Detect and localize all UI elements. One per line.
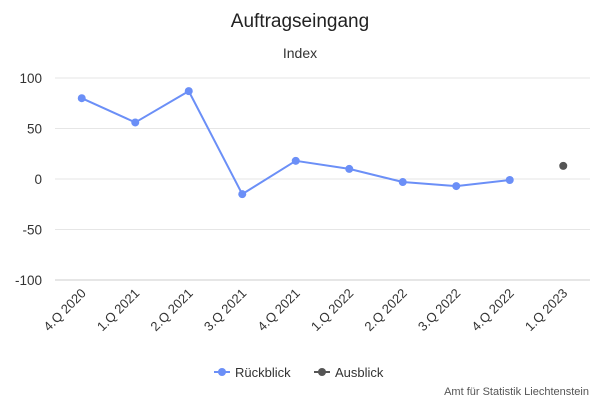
legend: Rückblick Ausblick xyxy=(214,365,384,380)
legend-label: Rückblick xyxy=(235,365,291,380)
legend-marker xyxy=(218,368,226,376)
data-point[interactable] xyxy=(184,87,193,96)
x-tick-label: 1.Q 2022 xyxy=(308,286,356,334)
x-tick-label: 2.Q 2021 xyxy=(147,286,195,334)
y-tick-label: 0 xyxy=(34,172,42,187)
y-tick-label: 50 xyxy=(27,122,42,137)
grid-lines xyxy=(55,77,590,281)
x-axis: 4.Q 2020 1.Q 2021 2.Q 2021 3.Q 2021 4.Q 2021… xyxy=(40,286,570,334)
chart-subtitle: Index xyxy=(283,45,317,61)
legend-item-rueckblick[interactable]: Rückblick xyxy=(214,365,291,380)
x-tick-label: 3.Q 2022 xyxy=(415,286,463,334)
x-tick-label: 4.Q 2021 xyxy=(254,286,302,334)
y-tick-label: -100 xyxy=(15,273,42,288)
x-tick-label: 4.Q 2022 xyxy=(468,286,516,334)
series-layer xyxy=(77,87,568,199)
data-point[interactable] xyxy=(398,178,407,187)
data-point[interactable] xyxy=(345,164,354,173)
x-tick-label: 1.Q 2023 xyxy=(522,286,570,334)
x-tick-label: 3.Q 2021 xyxy=(201,286,249,334)
legend-label: Ausblick xyxy=(335,365,384,380)
data-point[interactable] xyxy=(291,156,300,165)
y-tick-label: -50 xyxy=(22,223,42,238)
data-point[interactable] xyxy=(238,190,247,199)
x-tick-label: 4.Q 2020 xyxy=(40,286,88,334)
data-point[interactable] xyxy=(77,94,86,103)
data-point[interactable] xyxy=(452,182,461,191)
legend-item-ausblick[interactable]: Ausblick xyxy=(314,365,384,380)
data-point[interactable] xyxy=(505,176,514,185)
x-tick-label: 2.Q 2022 xyxy=(361,286,409,334)
data-point[interactable] xyxy=(131,118,140,127)
chart-title: Auftragseingang xyxy=(231,11,369,32)
legend-marker xyxy=(318,368,326,376)
chart-credit[interactable]: Amt für Statistik Liechtenstein xyxy=(444,386,589,398)
y-axis: 100 50 0 -50 -100 xyxy=(15,71,42,288)
x-tick-label: 1.Q 2021 xyxy=(94,286,142,334)
data-point[interactable] xyxy=(559,161,568,170)
y-tick-label: 100 xyxy=(19,71,42,86)
